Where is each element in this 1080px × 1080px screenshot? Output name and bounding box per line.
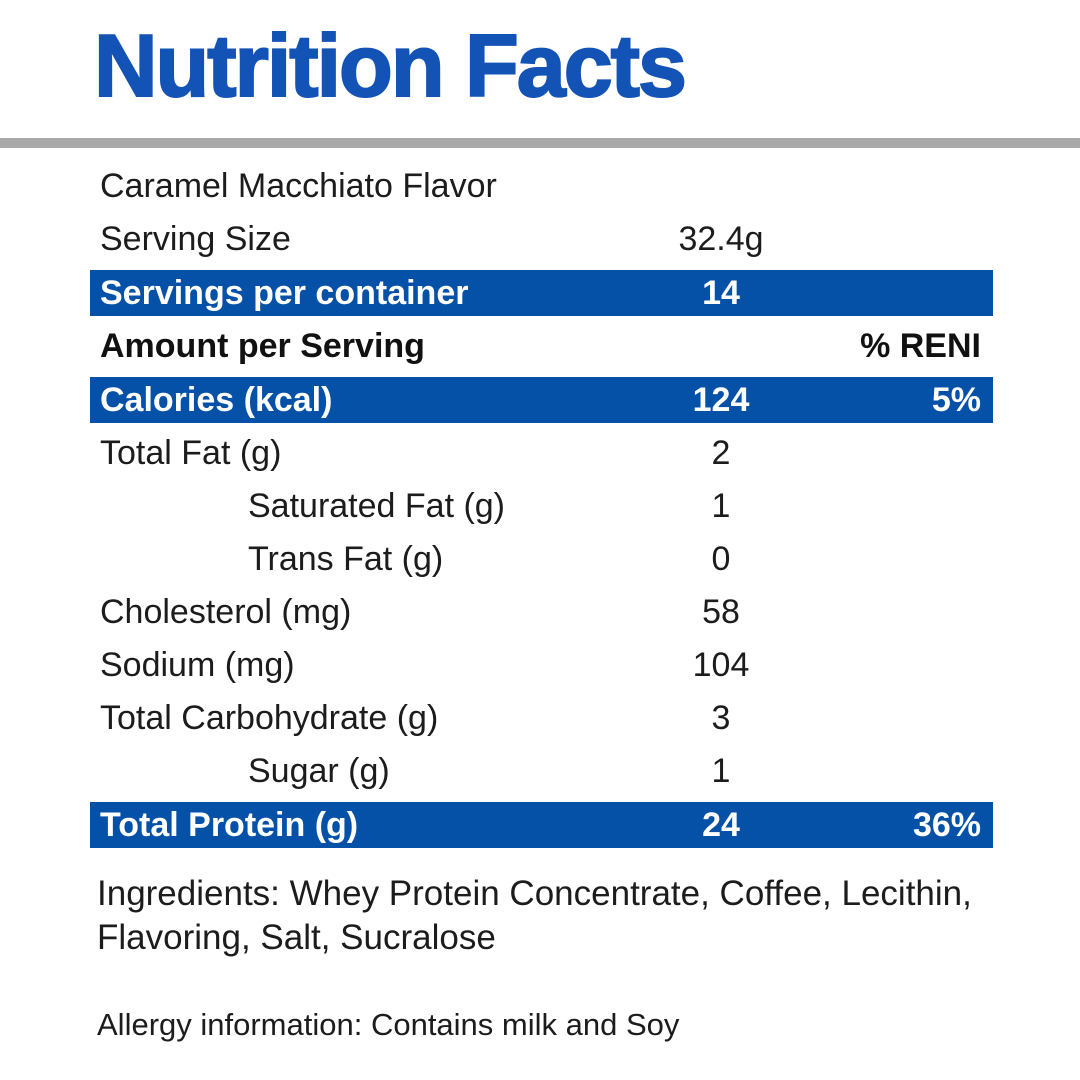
row-label: Serving Size bbox=[100, 220, 291, 258]
table-row-total-carbohydrate: Total Carbohydrate (g) 3 bbox=[90, 692, 993, 745]
row-label: Cholesterol (mg) bbox=[100, 593, 352, 631]
table-row-serving-size: Serving Size 32.4g bbox=[90, 213, 993, 266]
table-row-amount-per-serving: Amount per Serving % RENI bbox=[90, 320, 993, 373]
row-value: 1 bbox=[711, 752, 731, 790]
row-value: 104 bbox=[692, 646, 750, 684]
row-label: Total Fat (g) bbox=[100, 434, 282, 472]
nutrition-table: Caramel Macchiato Flavor Serving Size 32… bbox=[90, 160, 993, 852]
row-label: Trans Fat (g) bbox=[248, 540, 444, 578]
row-label: Servings per container bbox=[100, 273, 469, 312]
row-label: Sugar (g) bbox=[248, 752, 390, 790]
row-label: Calories (kcal) bbox=[100, 380, 333, 419]
allergy-text: Allergy information: Contains milk and S… bbox=[97, 1007, 680, 1042]
row-percent: 5% bbox=[931, 380, 981, 419]
row-label: Sodium (mg) bbox=[100, 646, 295, 684]
row-value: 2 bbox=[711, 434, 731, 472]
row-percent: % RENI bbox=[860, 327, 981, 365]
table-row-trans-fat: Trans Fat (g) 0 bbox=[90, 533, 993, 586]
ingredients-text: Ingredients: Whey Protein Concentrate, C… bbox=[97, 874, 972, 957]
row-label: Caramel Macchiato Flavor bbox=[100, 167, 497, 205]
row-value: 1 bbox=[711, 487, 731, 525]
page-title: Nutrition Facts bbox=[93, 16, 688, 115]
row-label: Total Carbohydrate (g) bbox=[100, 699, 439, 737]
table-row-sugar: Sugar (g) 1 bbox=[90, 745, 993, 798]
row-value: 3 bbox=[711, 699, 731, 737]
table-row-flavor: Caramel Macchiato Flavor bbox=[90, 160, 993, 213]
table-row-total-protein: Total Protein (g) 24 36% bbox=[90, 802, 993, 848]
title-divider bbox=[0, 138, 1080, 148]
table-row-saturated-fat: Saturated Fat (g) 1 bbox=[90, 480, 993, 533]
table-row-total-fat: Total Fat (g) 2 bbox=[90, 427, 993, 480]
table-row-cholesterol: Cholesterol (mg) 58 bbox=[90, 586, 993, 639]
row-label: Saturated Fat (g) bbox=[248, 487, 506, 525]
table-row-servings-per-container: Servings per container 14 bbox=[90, 270, 993, 316]
row-value: 14 bbox=[702, 273, 740, 312]
row-value: 0 bbox=[711, 540, 731, 578]
row-value: 124 bbox=[692, 380, 750, 419]
row-value: 58 bbox=[702, 593, 740, 631]
row-percent: 36% bbox=[912, 805, 981, 844]
table-row-calories: Calories (kcal) 124 5% bbox=[90, 377, 993, 423]
row-label: Amount per Serving bbox=[100, 327, 425, 365]
table-row-sodium: Sodium (mg) 104 bbox=[90, 639, 993, 692]
row-value: 32.4g bbox=[678, 220, 764, 258]
row-label: Total Protein (g) bbox=[100, 805, 359, 844]
row-value: 24 bbox=[702, 805, 740, 844]
